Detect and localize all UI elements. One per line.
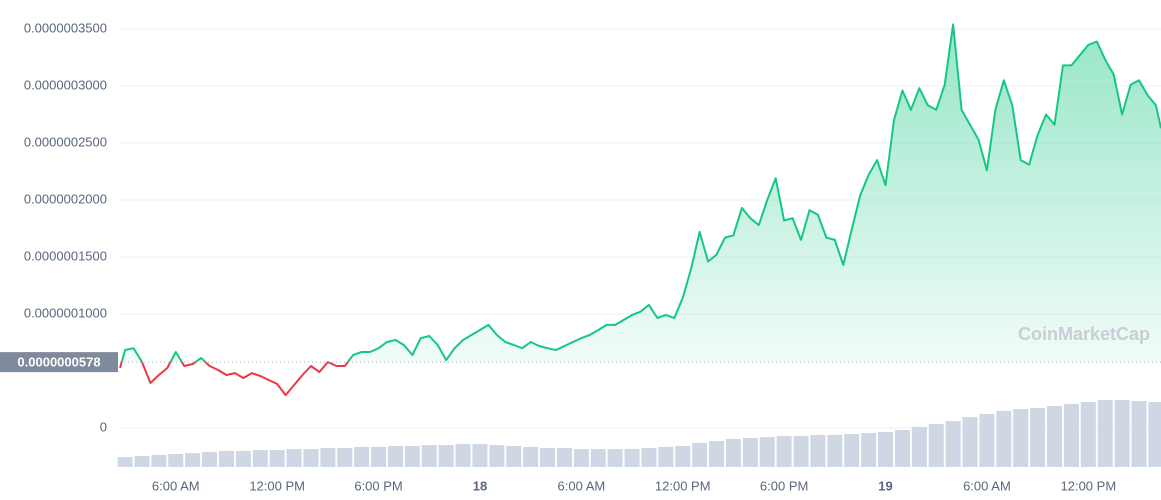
x-tick-label: 6:00 PM bbox=[760, 478, 808, 493]
x-tick-label: 12:00 PM bbox=[1061, 478, 1117, 493]
volume-bar bbox=[1131, 401, 1147, 467]
price-line-up bbox=[120, 23, 1161, 363]
x-tick-label: 12:00 PM bbox=[249, 478, 305, 493]
volume-bar bbox=[827, 435, 843, 467]
volume-bar bbox=[540, 448, 556, 467]
volume-bar bbox=[641, 448, 657, 467]
volume-bar bbox=[573, 449, 589, 467]
volume-bar bbox=[202, 452, 218, 467]
x-tick-label: 12:00 PM bbox=[655, 478, 711, 493]
volume-bar bbox=[1030, 408, 1046, 467]
volume-bar bbox=[675, 446, 691, 467]
baseline-label-box bbox=[0, 352, 118, 373]
volume-bar bbox=[151, 455, 167, 467]
volume-bar bbox=[692, 443, 708, 467]
x-tick-label: 18 bbox=[473, 478, 487, 493]
volume-bar bbox=[1148, 402, 1161, 467]
labels: 0 0.0000001000 0.0000001500 0.0000002000 0.0… bbox=[0, 20, 1116, 493]
volume-bar bbox=[1063, 404, 1079, 467]
watermark: CoinMarketCap bbox=[1018, 324, 1150, 344]
y-tick-label: 0.0000001000 bbox=[24, 305, 107, 320]
y-tick-label: 0.0000002000 bbox=[24, 191, 107, 206]
volume-bar bbox=[438, 445, 454, 467]
volume-bar bbox=[252, 450, 268, 467]
volume-bar bbox=[404, 446, 420, 467]
volume-bar bbox=[235, 451, 251, 467]
volume-bar bbox=[185, 453, 201, 467]
x-tick-label: 6:00 PM bbox=[354, 478, 402, 493]
volume-bar bbox=[472, 444, 488, 467]
volume-bar bbox=[134, 456, 150, 467]
volume bbox=[117, 400, 1161, 467]
y-tick-label: 0.0000002500 bbox=[24, 134, 107, 149]
y-tick-label: 0.0000003000 bbox=[24, 77, 107, 92]
volume-bar bbox=[607, 449, 623, 467]
volume-bar bbox=[928, 424, 944, 467]
baseline-label: 0.0000000578 bbox=[17, 355, 100, 370]
volume-bar bbox=[658, 447, 674, 467]
volume-bar bbox=[945, 421, 961, 467]
volume-bar bbox=[894, 430, 910, 467]
volume-bar bbox=[793, 436, 809, 467]
volume-bar bbox=[590, 449, 606, 467]
x-tick-label: 19 bbox=[878, 478, 892, 493]
volume-bar bbox=[742, 438, 758, 467]
x-tick-label: 6:00 AM bbox=[558, 478, 606, 493]
volume-bar bbox=[523, 447, 539, 467]
volume-bar bbox=[489, 445, 505, 467]
volume-bar bbox=[810, 435, 826, 467]
volume-bar bbox=[1114, 400, 1130, 467]
volume-bar bbox=[371, 447, 387, 467]
volume-bar bbox=[556, 448, 572, 467]
volume-bar bbox=[421, 445, 437, 467]
price-line-down bbox=[119, 362, 350, 397]
volume-bar bbox=[878, 432, 894, 467]
volume-bar bbox=[337, 448, 353, 467]
volume-bar bbox=[455, 444, 471, 467]
y-tick-label: 0.0000001500 bbox=[24, 248, 107, 263]
volume-bar bbox=[269, 450, 285, 467]
price-area bbox=[120, 24, 1161, 363]
volume-bar bbox=[117, 457, 133, 467]
volume-bar bbox=[354, 447, 370, 467]
volume-bar bbox=[1080, 402, 1096, 467]
volume-bar bbox=[979, 414, 995, 467]
volume-bar bbox=[303, 449, 319, 467]
volume-bar bbox=[286, 449, 302, 467]
volume-bar bbox=[759, 437, 775, 467]
volume-bar bbox=[168, 454, 184, 467]
volume-bar bbox=[962, 417, 978, 467]
volume-bar bbox=[624, 449, 640, 467]
volume-bar bbox=[911, 427, 927, 467]
volume-bar bbox=[996, 411, 1012, 467]
x-tick-label: 6:00 AM bbox=[963, 478, 1011, 493]
volume-bar bbox=[218, 451, 234, 467]
grid bbox=[120, 28, 1161, 429]
y-tick-label: 0 bbox=[100, 419, 107, 434]
x-tick-label: 6:00 AM bbox=[152, 478, 200, 493]
volume-bar bbox=[320, 448, 336, 467]
volume-bar bbox=[506, 446, 522, 467]
plot bbox=[119, 23, 1161, 397]
y-tick-label: 0.0000003500 bbox=[24, 20, 107, 35]
volume-bar bbox=[776, 436, 792, 467]
volume-bar bbox=[861, 433, 877, 467]
volume-bar bbox=[844, 434, 860, 467]
volume-bar bbox=[1097, 400, 1113, 467]
volume-bar bbox=[725, 439, 741, 467]
volume-bar bbox=[1047, 406, 1063, 467]
volume-bar bbox=[387, 446, 403, 467]
volume-bar bbox=[1013, 409, 1029, 467]
volume-bar bbox=[709, 441, 725, 467]
